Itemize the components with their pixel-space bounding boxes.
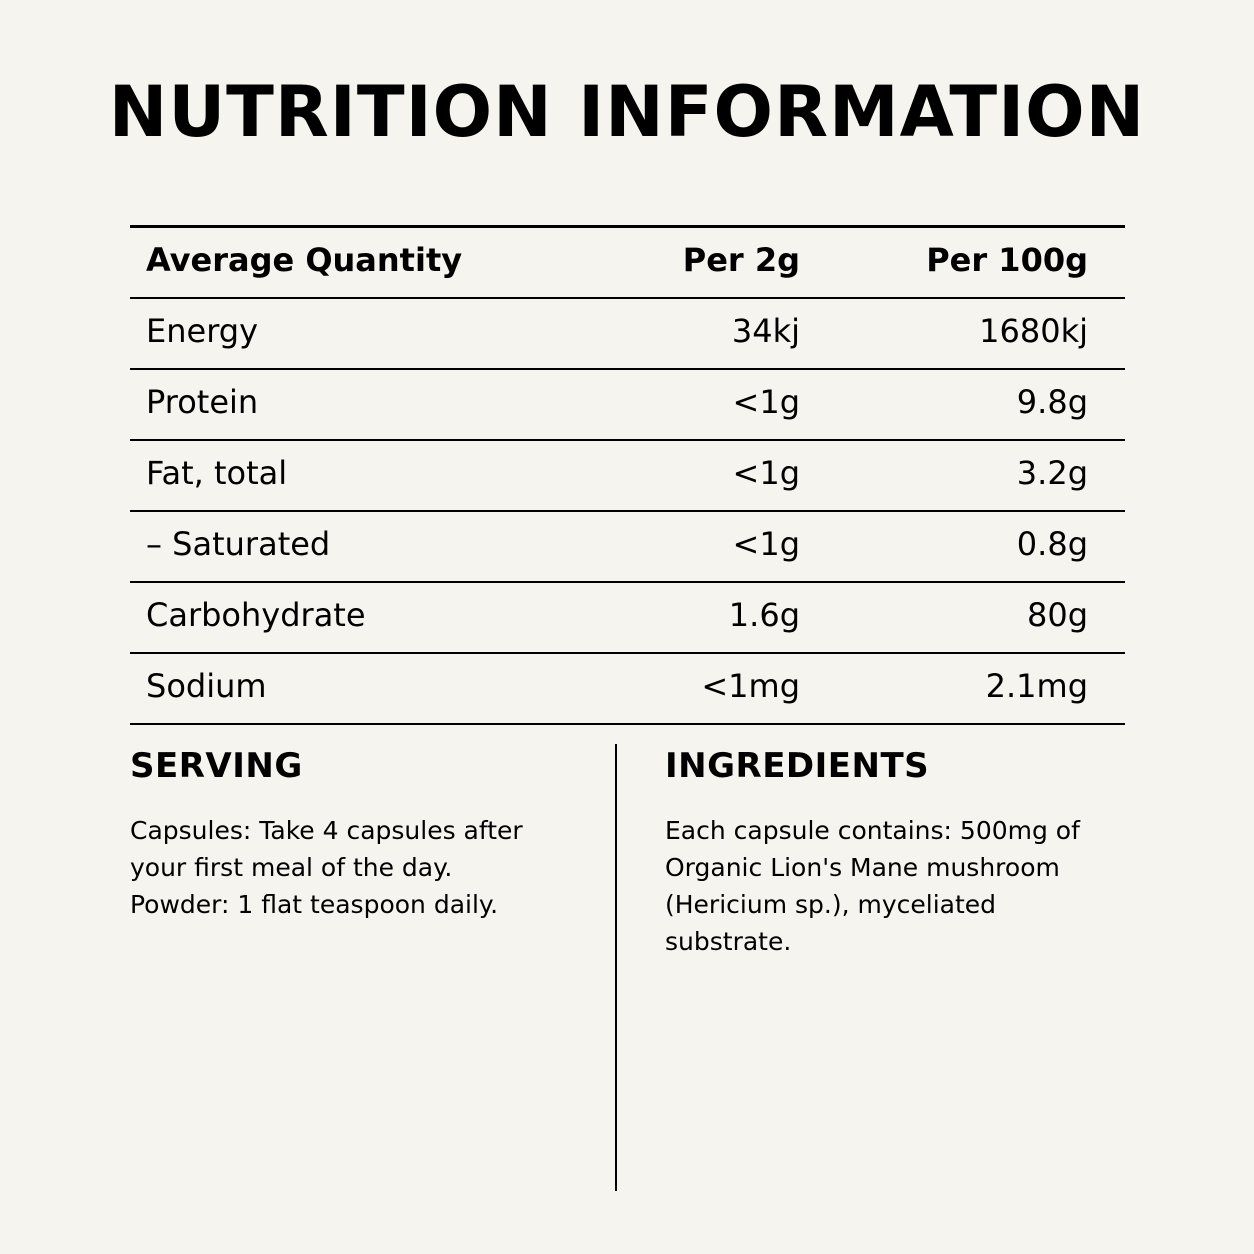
value-per-100g: 0.8g — [1016, 525, 1088, 563]
table-row-carbohydrate: Carbohydrate 1.6g 80g — [130, 583, 1125, 654]
nutrient-name: Fat, total — [146, 454, 288, 492]
column-header-average-quantity: Average Quantity — [146, 241, 463, 279]
value-per-2g: 34kj — [731, 312, 800, 350]
table-row-protein: Protein <1g 9.8g — [130, 370, 1125, 441]
column-header-per-100g: Per 100g — [926, 241, 1088, 279]
value-per-2g: <1g — [732, 383, 800, 421]
serving-line: Capsules: Take 4 capsules after — [130, 816, 523, 845]
nutrient-name: Energy — [146, 312, 259, 350]
table-row-energy: Energy 34kj 1680kj — [130, 299, 1125, 370]
ingredients-line: Organic Lion's Mane mushroom — [665, 853, 1060, 882]
value-per-100g: 3.2g — [1016, 454, 1088, 492]
nutrient-name: Protein — [146, 383, 259, 421]
ingredients-section: INGREDIENTS Each capsule contains: 500mg… — [665, 744, 1125, 960]
value-per-100g: 2.1mg — [985, 667, 1088, 705]
nutrition-table: Average Quantity Per 2g Per 100g Energy … — [130, 225, 1125, 725]
ingredients-text: Each capsule contains: 500mg of Organic … — [665, 812, 1125, 960]
nutrient-name: Sodium — [146, 667, 267, 705]
page-title: NUTRITION INFORMATION — [108, 71, 1146, 153]
value-per-2g: 1.6g — [728, 596, 800, 634]
table-row-sodium: Sodium <1mg 2.1mg — [130, 654, 1125, 725]
ingredients-heading: INGREDIENTS — [665, 746, 930, 786]
ingredients-line: substrate. — [665, 927, 792, 956]
value-per-100g: 9.8g — [1016, 383, 1088, 421]
ingredients-line: Each capsule contains: 500mg of — [665, 816, 1080, 845]
nutrient-name: – Saturated — [146, 525, 331, 563]
serving-section: SERVING Capsules: Take 4 capsules after … — [130, 744, 580, 923]
column-header-per-2g: Per 2g — [682, 241, 800, 279]
value-per-2g: <1g — [732, 454, 800, 492]
value-per-100g: 80g — [1026, 596, 1088, 634]
serving-line: Powder: 1 flat teaspoon daily. — [130, 890, 499, 919]
section-divider — [615, 744, 617, 1191]
value-per-2g: <1mg — [701, 667, 800, 705]
ingredients-line: (Hericium sp.), myceliated — [665, 890, 997, 919]
nutrient-name: Carbohydrate — [146, 596, 366, 634]
table-header-row: Average Quantity Per 2g Per 100g — [130, 228, 1125, 299]
value-per-2g: <1g — [732, 525, 800, 563]
table-row-fat-total: Fat, total <1g 3.2g — [130, 441, 1125, 512]
serving-heading: SERVING — [130, 746, 303, 786]
table-row-saturated: – Saturated <1g 0.8g — [130, 512, 1125, 583]
serving-text: Capsules: Take 4 capsules after your fir… — [130, 812, 580, 923]
value-per-100g: 1680kj — [979, 312, 1088, 350]
serving-line: your first meal of the day. — [130, 853, 453, 882]
